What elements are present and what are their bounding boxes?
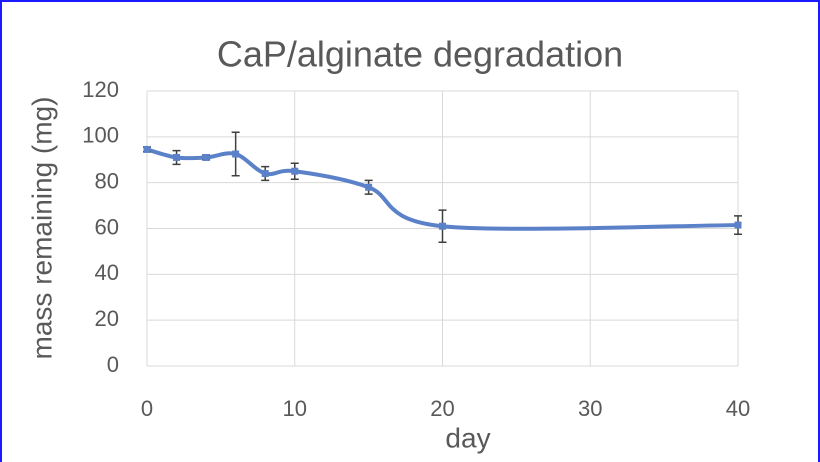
series-line — [146, 147, 739, 231]
y-tick-label: 100 — [82, 123, 119, 148]
chart-title: CaP/alginate degradation — [217, 34, 623, 75]
x-tick-label: 30 — [578, 396, 602, 421]
marker — [202, 153, 210, 161]
y-tick-label: 40 — [95, 260, 119, 285]
y-axis-label: mass remaining (mg) — [26, 97, 57, 360]
y-tick-label: 80 — [95, 168, 119, 193]
y-tick-label: 20 — [95, 306, 119, 331]
y-tick-label: 120 — [82, 77, 119, 102]
y-tick-label: 60 — [95, 214, 119, 239]
marker — [365, 183, 373, 191]
marker — [173, 153, 181, 161]
x-tick-label: 10 — [283, 396, 307, 421]
x-tick-label: 20 — [430, 396, 454, 421]
marker — [143, 145, 151, 153]
x-tick-label: 40 — [726, 396, 750, 421]
y-tick-label: 0 — [107, 352, 119, 377]
marker — [734, 221, 742, 229]
x-axis-label: day — [445, 422, 490, 453]
marker — [291, 167, 299, 175]
x-tick-label: 0 — [141, 396, 153, 421]
marker — [439, 222, 446, 230]
marker — [232, 150, 240, 158]
marker — [261, 170, 269, 177]
